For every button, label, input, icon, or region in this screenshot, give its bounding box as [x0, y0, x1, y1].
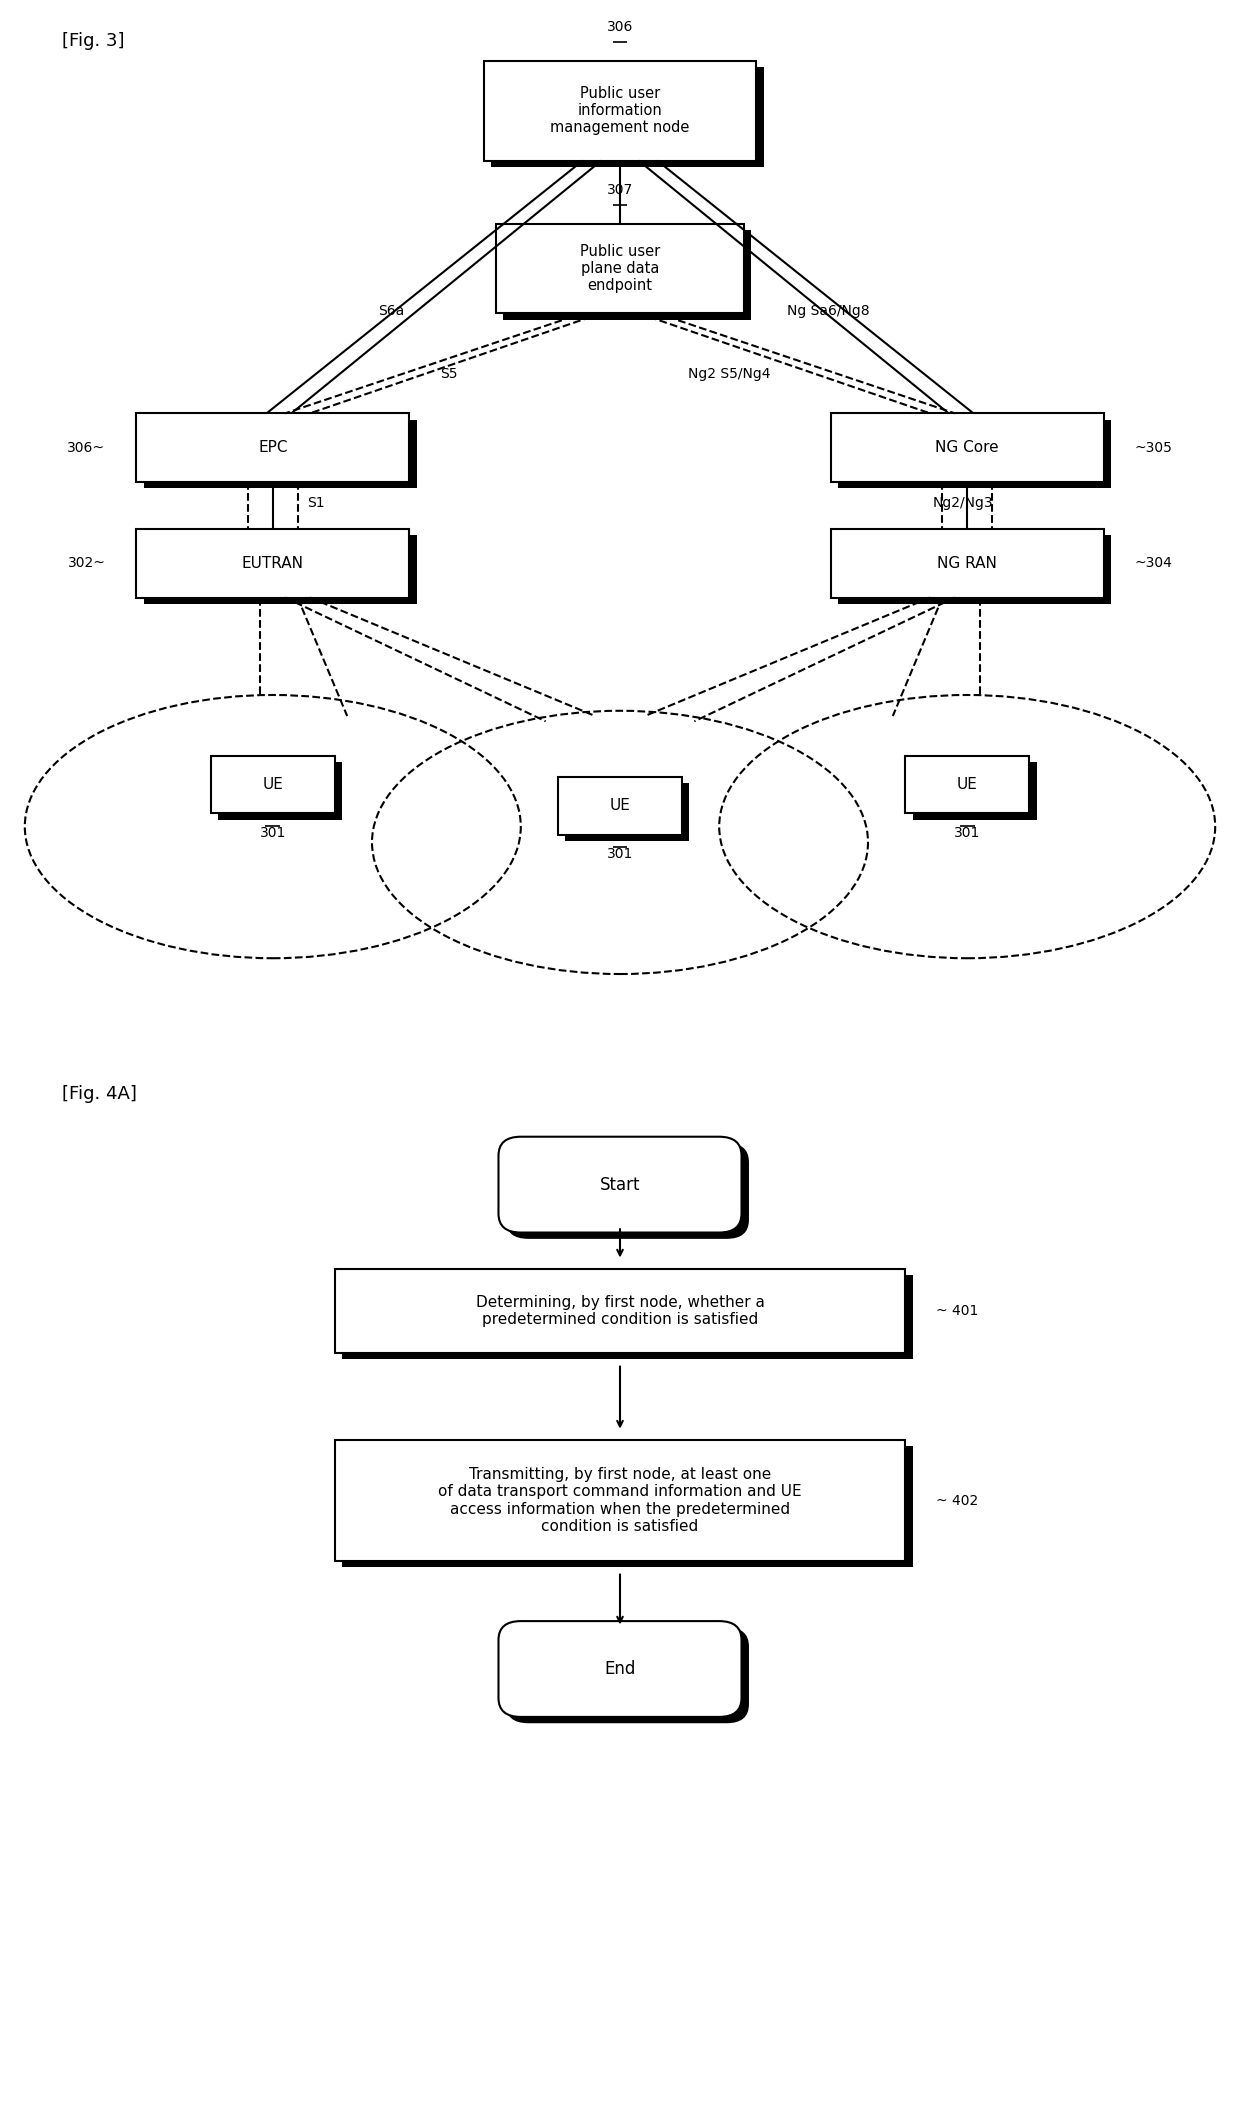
Text: Ng2/Ng3: Ng2/Ng3 [932, 497, 993, 510]
Text: ~304: ~304 [1135, 556, 1173, 571]
Text: 301: 301 [606, 847, 634, 861]
FancyBboxPatch shape [498, 1137, 742, 1232]
Text: UE: UE [263, 777, 283, 792]
Text: [Fig. 4A]: [Fig. 4A] [62, 1085, 136, 1104]
FancyBboxPatch shape [503, 230, 751, 320]
Text: Ng2 S5/Ng4: Ng2 S5/Ng4 [688, 366, 771, 381]
Text: Start: Start [600, 1175, 640, 1194]
FancyBboxPatch shape [831, 529, 1104, 598]
Text: Determining, by first node, whether a
predetermined condition is satisfied: Determining, by first node, whether a pr… [476, 1295, 764, 1327]
Text: S6a: S6a [378, 303, 404, 318]
FancyBboxPatch shape [491, 67, 764, 166]
Text: S5: S5 [440, 366, 458, 381]
Text: [Fig. 3]: [Fig. 3] [62, 32, 124, 51]
Text: EPC: EPC [258, 440, 288, 455]
Text: Ng Sa6/Ng8: Ng Sa6/Ng8 [787, 303, 870, 318]
FancyBboxPatch shape [831, 413, 1104, 482]
FancyBboxPatch shape [484, 61, 756, 160]
FancyBboxPatch shape [913, 762, 1037, 819]
Text: 301: 301 [259, 826, 286, 840]
FancyBboxPatch shape [218, 762, 342, 819]
FancyBboxPatch shape [136, 413, 409, 482]
Text: ~ 402: ~ 402 [936, 1493, 978, 1508]
FancyBboxPatch shape [838, 419, 1111, 489]
Text: Public user
plane data
endpoint: Public user plane data endpoint [580, 244, 660, 293]
FancyBboxPatch shape [335, 1441, 905, 1561]
FancyBboxPatch shape [905, 756, 1029, 813]
FancyBboxPatch shape [342, 1447, 913, 1567]
Text: EUTRAN: EUTRAN [242, 556, 304, 571]
Text: Public user
information
management node: Public user information management node [551, 86, 689, 135]
FancyBboxPatch shape [506, 1144, 749, 1238]
FancyBboxPatch shape [838, 535, 1111, 604]
Text: 302~: 302~ [67, 556, 105, 571]
Text: 306~: 306~ [67, 440, 105, 455]
FancyBboxPatch shape [565, 783, 689, 840]
Text: 307: 307 [606, 183, 634, 198]
FancyBboxPatch shape [498, 1622, 742, 1716]
FancyBboxPatch shape [136, 529, 409, 598]
Text: UE: UE [957, 777, 977, 792]
FancyBboxPatch shape [335, 1268, 905, 1354]
FancyBboxPatch shape [342, 1276, 913, 1360]
Text: S1: S1 [308, 497, 325, 510]
Text: ~305: ~305 [1135, 440, 1173, 455]
FancyBboxPatch shape [558, 777, 682, 834]
Text: NG Core: NG Core [935, 440, 999, 455]
FancyBboxPatch shape [496, 223, 744, 314]
Text: Transmitting, by first node, at least one
of data transport command information : Transmitting, by first node, at least on… [438, 1468, 802, 1533]
Text: ~ 401: ~ 401 [936, 1304, 978, 1318]
Text: 306: 306 [606, 21, 634, 34]
FancyBboxPatch shape [211, 756, 335, 813]
Text: UE: UE [610, 798, 630, 813]
FancyBboxPatch shape [144, 419, 417, 489]
Text: End: End [604, 1660, 636, 1678]
Text: 301: 301 [954, 826, 981, 840]
FancyBboxPatch shape [144, 535, 417, 604]
FancyBboxPatch shape [506, 1628, 749, 1723]
Text: NG RAN: NG RAN [937, 556, 997, 571]
